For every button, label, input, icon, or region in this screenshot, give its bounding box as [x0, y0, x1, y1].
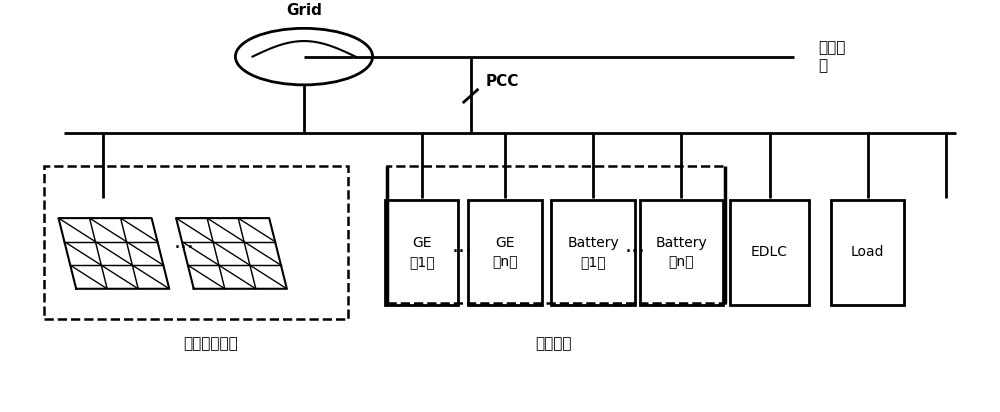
Text: 同步发电机组: 同步发电机组	[184, 336, 238, 351]
Text: Grid: Grid	[286, 3, 322, 18]
Bar	[44, 166, 348, 319]
Bar	[385, 200, 458, 305]
Bar	[468, 200, 542, 305]
Bar	[831, 200, 904, 305]
Bar	[387, 166, 725, 303]
Text: 交流母
线: 交流母 线	[818, 40, 846, 73]
Text: PCC: PCC	[485, 74, 519, 89]
Bar	[640, 200, 723, 305]
Text: Load: Load	[851, 246, 884, 260]
Bar	[551, 200, 635, 305]
Bar	[730, 200, 809, 305]
Text: ···: ···	[625, 242, 646, 262]
Text: 储能系统: 储能系统	[536, 336, 572, 351]
Text: EDLC: EDLC	[751, 246, 788, 260]
Text: ···: ···	[451, 242, 472, 262]
Text: GE
（1）: GE （1）	[409, 236, 434, 269]
Text: Battery
（1）: Battery （1）	[567, 236, 619, 269]
Text: GE
（n）: GE （n）	[492, 236, 518, 269]
Text: ···: ···	[174, 239, 195, 258]
Text: Battery
（n）: Battery （n）	[655, 236, 707, 269]
